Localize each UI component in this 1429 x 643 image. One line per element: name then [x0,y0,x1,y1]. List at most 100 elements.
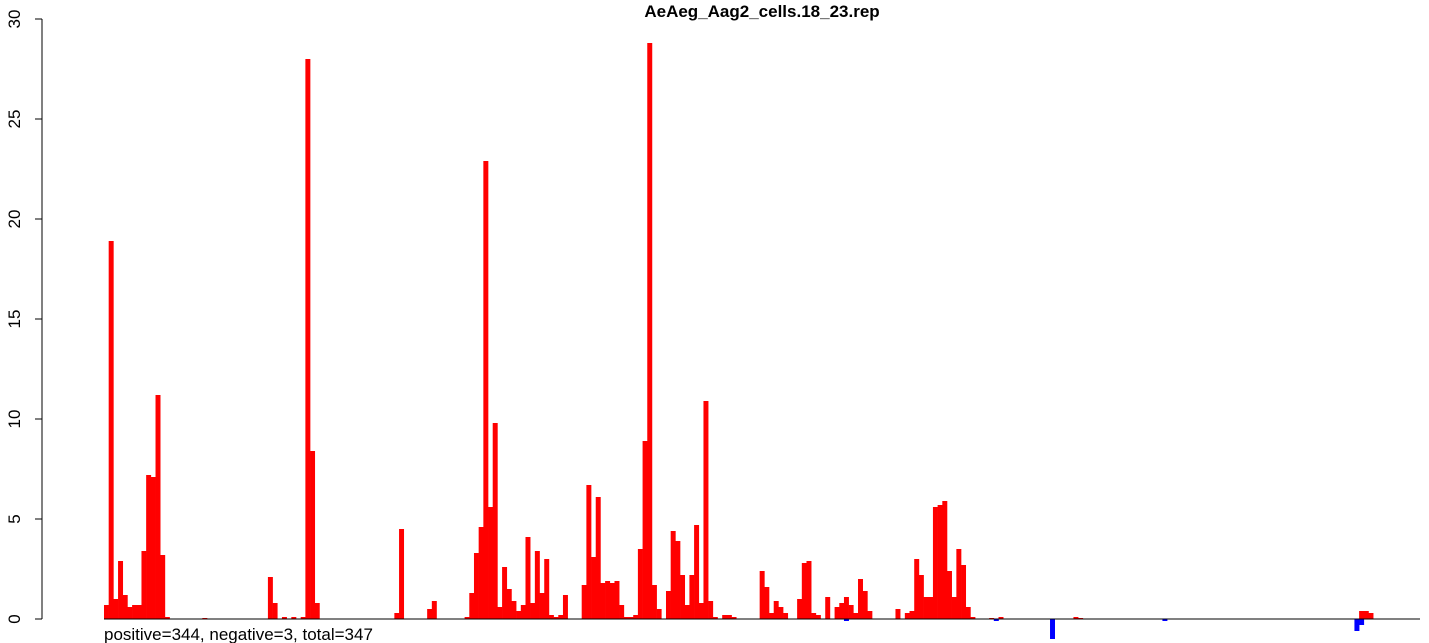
positive-bar [651,585,657,619]
positive-bar [520,605,526,619]
negative-bar [1050,619,1055,639]
positive-bar [722,615,728,619]
positive-bar [858,579,863,619]
positive-bar [675,541,681,619]
positive-bar [619,605,625,619]
positive-bar [918,575,924,619]
positive-bar [923,597,929,619]
positive-bar [614,581,620,619]
chart-title: AeAeg_Aag2_cells.18_23.rep [644,2,879,21]
positive-bar [946,571,952,619]
positive-bar [843,597,849,619]
positive-bar [132,605,138,619]
positive-bar [909,611,915,619]
positive-bar [497,607,503,619]
positive-bar [113,599,119,619]
positive-bar [525,537,531,619]
positive-bar [914,559,920,619]
positive-bar [694,525,700,619]
y-tick-label: 10 [5,410,24,429]
positive-bar [806,561,812,619]
positive-bar [553,617,559,619]
positive-bar [628,617,634,619]
positive-bar [562,595,568,619]
positive-bar [108,241,114,619]
positive-bar [928,597,934,619]
positive-bar [867,611,873,619]
positive-bar [104,605,109,619]
y-tick-label: 25 [5,110,24,129]
positive-bar [118,561,124,619]
positive-bar [478,527,484,619]
positive-bar [394,613,400,619]
positive-bar [797,599,803,619]
positive-bar [600,583,606,619]
positive-bar [591,557,597,619]
negative-bar [1354,619,1360,631]
positive-bar [539,593,545,619]
positive-bar [595,497,601,619]
positive-bar [506,589,512,619]
positive-bar [656,609,662,619]
y-tick-label: 15 [5,310,24,329]
positive-bar [399,529,405,619]
positive-bar [464,617,470,619]
positive-bar [586,485,592,619]
positive-bar [839,603,845,619]
positive-bar [965,607,971,619]
positive-bar [530,603,536,619]
positive-bar [932,507,938,619]
positive-bar [427,609,433,619]
positive-bar [155,395,161,619]
positive-bar [698,603,704,619]
negative-bar [1162,619,1168,621]
positive-bar [801,563,807,619]
positive-bar [708,601,714,619]
positive-bar [862,591,868,619]
negative-bar [843,619,849,621]
positive-bar [769,613,774,619]
positive-bar [689,575,695,619]
positive-bar [488,507,494,619]
positive-bar [998,617,1004,619]
positive-bar [764,587,770,619]
positive-bar [623,617,629,619]
positive-bar [759,571,765,619]
positive-bar [853,613,859,619]
positive-bar [633,615,639,619]
positive-bar [637,549,643,619]
positive-bar [703,401,709,619]
positive-bar [164,617,170,619]
positive-bar [956,549,962,619]
positive-bar [834,607,840,619]
positive-bar [160,555,166,619]
positive-bar [680,575,686,619]
y-tick-label: 0 [5,614,24,623]
positive-bar [609,583,615,619]
positive-bar [548,615,554,619]
positive-bar [665,591,671,619]
positive-bar [1359,611,1365,619]
positive-bar [581,585,587,619]
bars-group [104,43,1374,639]
positive-bar [281,617,287,619]
positive-bar [305,59,311,619]
positive-bar [122,595,128,619]
positive-bar [473,553,479,619]
positive-bar [815,615,821,619]
positive-bar [1368,613,1374,619]
positive-bar [146,475,152,619]
positive-bar [310,451,316,619]
positive-bar [726,615,732,619]
positive-bar [811,613,817,619]
negative-bar [993,619,999,621]
positive-bar [670,531,676,619]
y-tick-label: 5 [5,514,24,523]
positive-bar [127,607,133,619]
positive-bar [951,597,957,619]
positive-bar [511,601,517,619]
positive-bar [516,611,522,619]
positive-bar [1363,611,1369,619]
summary-counts: positive=344, negative=3, total=347 [104,625,373,643]
